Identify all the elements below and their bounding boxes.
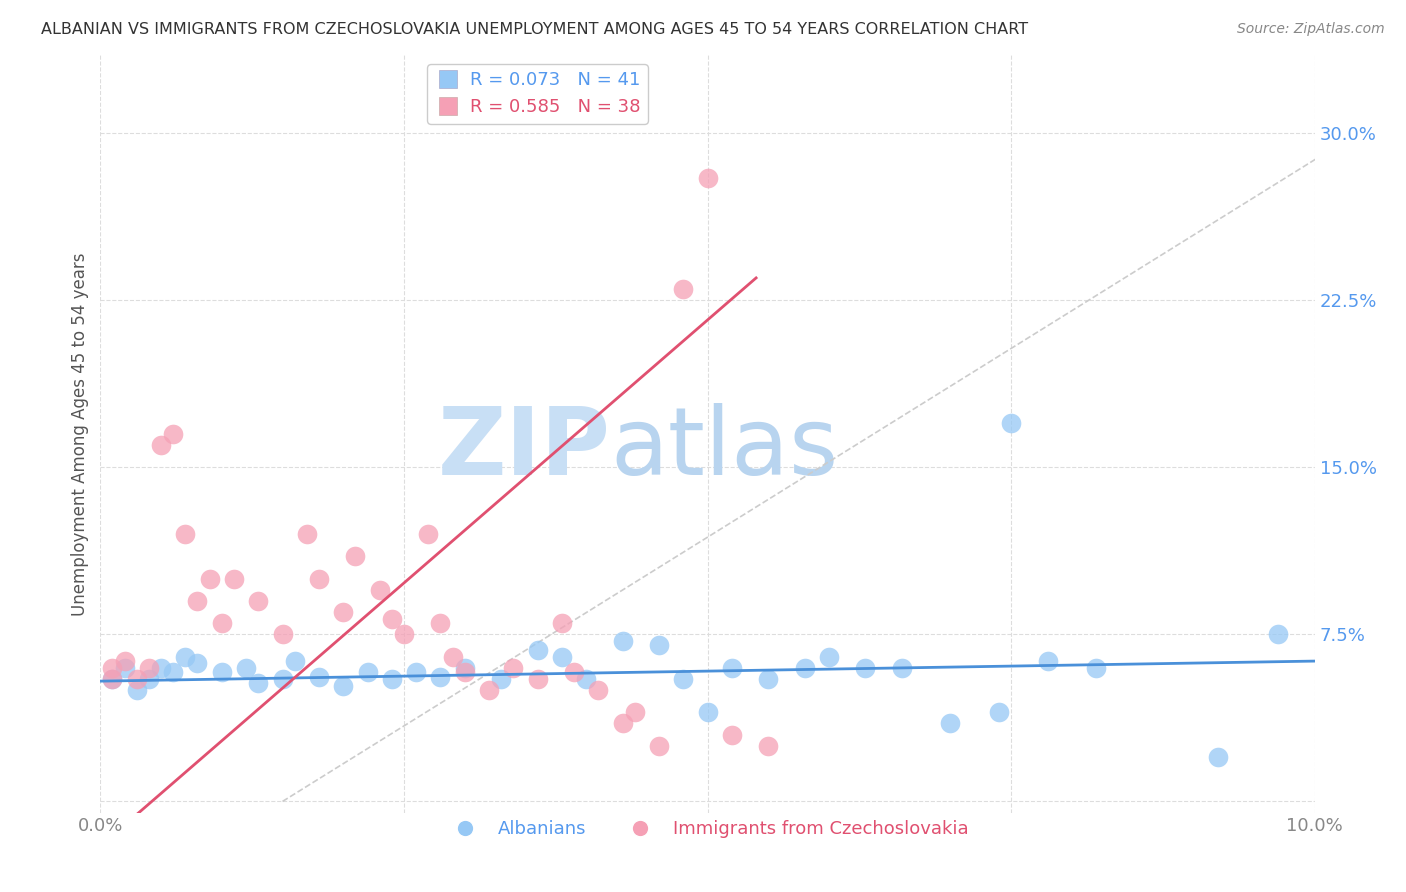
Point	[756, 739, 779, 753]
Point	[612, 716, 634, 731]
Point	[429, 616, 451, 631]
Point	[114, 654, 136, 668]
Legend: Albanians, Immigrants from Czechoslovakia: Albanians, Immigrants from Czechoslovaki…	[440, 813, 976, 846]
Point	[489, 672, 512, 686]
Point	[198, 572, 221, 586]
Point	[1267, 627, 1289, 641]
Point	[890, 661, 912, 675]
Point	[101, 672, 124, 686]
Point	[696, 170, 718, 185]
Point	[648, 739, 671, 753]
Point	[186, 594, 208, 608]
Point	[793, 661, 815, 675]
Point	[101, 672, 124, 686]
Point	[562, 665, 585, 680]
Text: ZIP: ZIP	[437, 403, 610, 495]
Point	[211, 616, 233, 631]
Point	[332, 605, 354, 619]
Point	[271, 627, 294, 641]
Point	[235, 661, 257, 675]
Point	[284, 654, 307, 668]
Point	[478, 683, 501, 698]
Point	[174, 649, 197, 664]
Point	[162, 665, 184, 680]
Text: ALBANIAN VS IMMIGRANTS FROM CZECHOSLOVAKIA UNEMPLOYMENT AMONG AGES 45 TO 54 YEAR: ALBANIAN VS IMMIGRANTS FROM CZECHOSLOVAK…	[41, 22, 1028, 37]
Point	[612, 634, 634, 648]
Point	[1036, 654, 1059, 668]
Point	[696, 706, 718, 720]
Point	[551, 649, 574, 664]
Point	[502, 661, 524, 675]
Point	[186, 657, 208, 671]
Point	[381, 612, 404, 626]
Point	[162, 426, 184, 441]
Text: atlas: atlas	[610, 403, 838, 495]
Point	[551, 616, 574, 631]
Point	[222, 572, 245, 586]
Point	[150, 438, 173, 452]
Y-axis label: Unemployment Among Ages 45 to 54 years: Unemployment Among Ages 45 to 54 years	[72, 252, 89, 615]
Point	[1085, 661, 1108, 675]
Point	[392, 627, 415, 641]
Point	[138, 661, 160, 675]
Point	[623, 706, 645, 720]
Point	[672, 282, 695, 296]
Point	[855, 661, 877, 675]
Point	[295, 527, 318, 541]
Point	[211, 665, 233, 680]
Point	[988, 706, 1011, 720]
Point	[939, 716, 962, 731]
Point	[818, 649, 841, 664]
Point	[114, 661, 136, 675]
Point	[672, 672, 695, 686]
Point	[720, 728, 742, 742]
Point	[575, 672, 598, 686]
Point	[526, 672, 548, 686]
Point	[586, 683, 609, 698]
Point	[344, 549, 367, 564]
Point	[648, 639, 671, 653]
Point	[101, 661, 124, 675]
Point	[453, 665, 475, 680]
Point	[720, 661, 742, 675]
Point	[308, 572, 330, 586]
Point	[441, 649, 464, 664]
Point	[453, 661, 475, 675]
Point	[405, 665, 427, 680]
Point	[150, 661, 173, 675]
Point	[308, 670, 330, 684]
Point	[174, 527, 197, 541]
Point	[756, 672, 779, 686]
Point	[368, 582, 391, 597]
Point	[271, 672, 294, 686]
Text: Source: ZipAtlas.com: Source: ZipAtlas.com	[1237, 22, 1385, 37]
Point	[356, 665, 378, 680]
Point	[429, 670, 451, 684]
Point	[1000, 416, 1022, 430]
Point	[332, 679, 354, 693]
Point	[418, 527, 440, 541]
Point	[381, 672, 404, 686]
Point	[138, 672, 160, 686]
Point	[526, 643, 548, 657]
Point	[247, 676, 270, 690]
Point	[1206, 750, 1229, 764]
Point	[247, 594, 270, 608]
Point	[125, 672, 148, 686]
Point	[125, 683, 148, 698]
